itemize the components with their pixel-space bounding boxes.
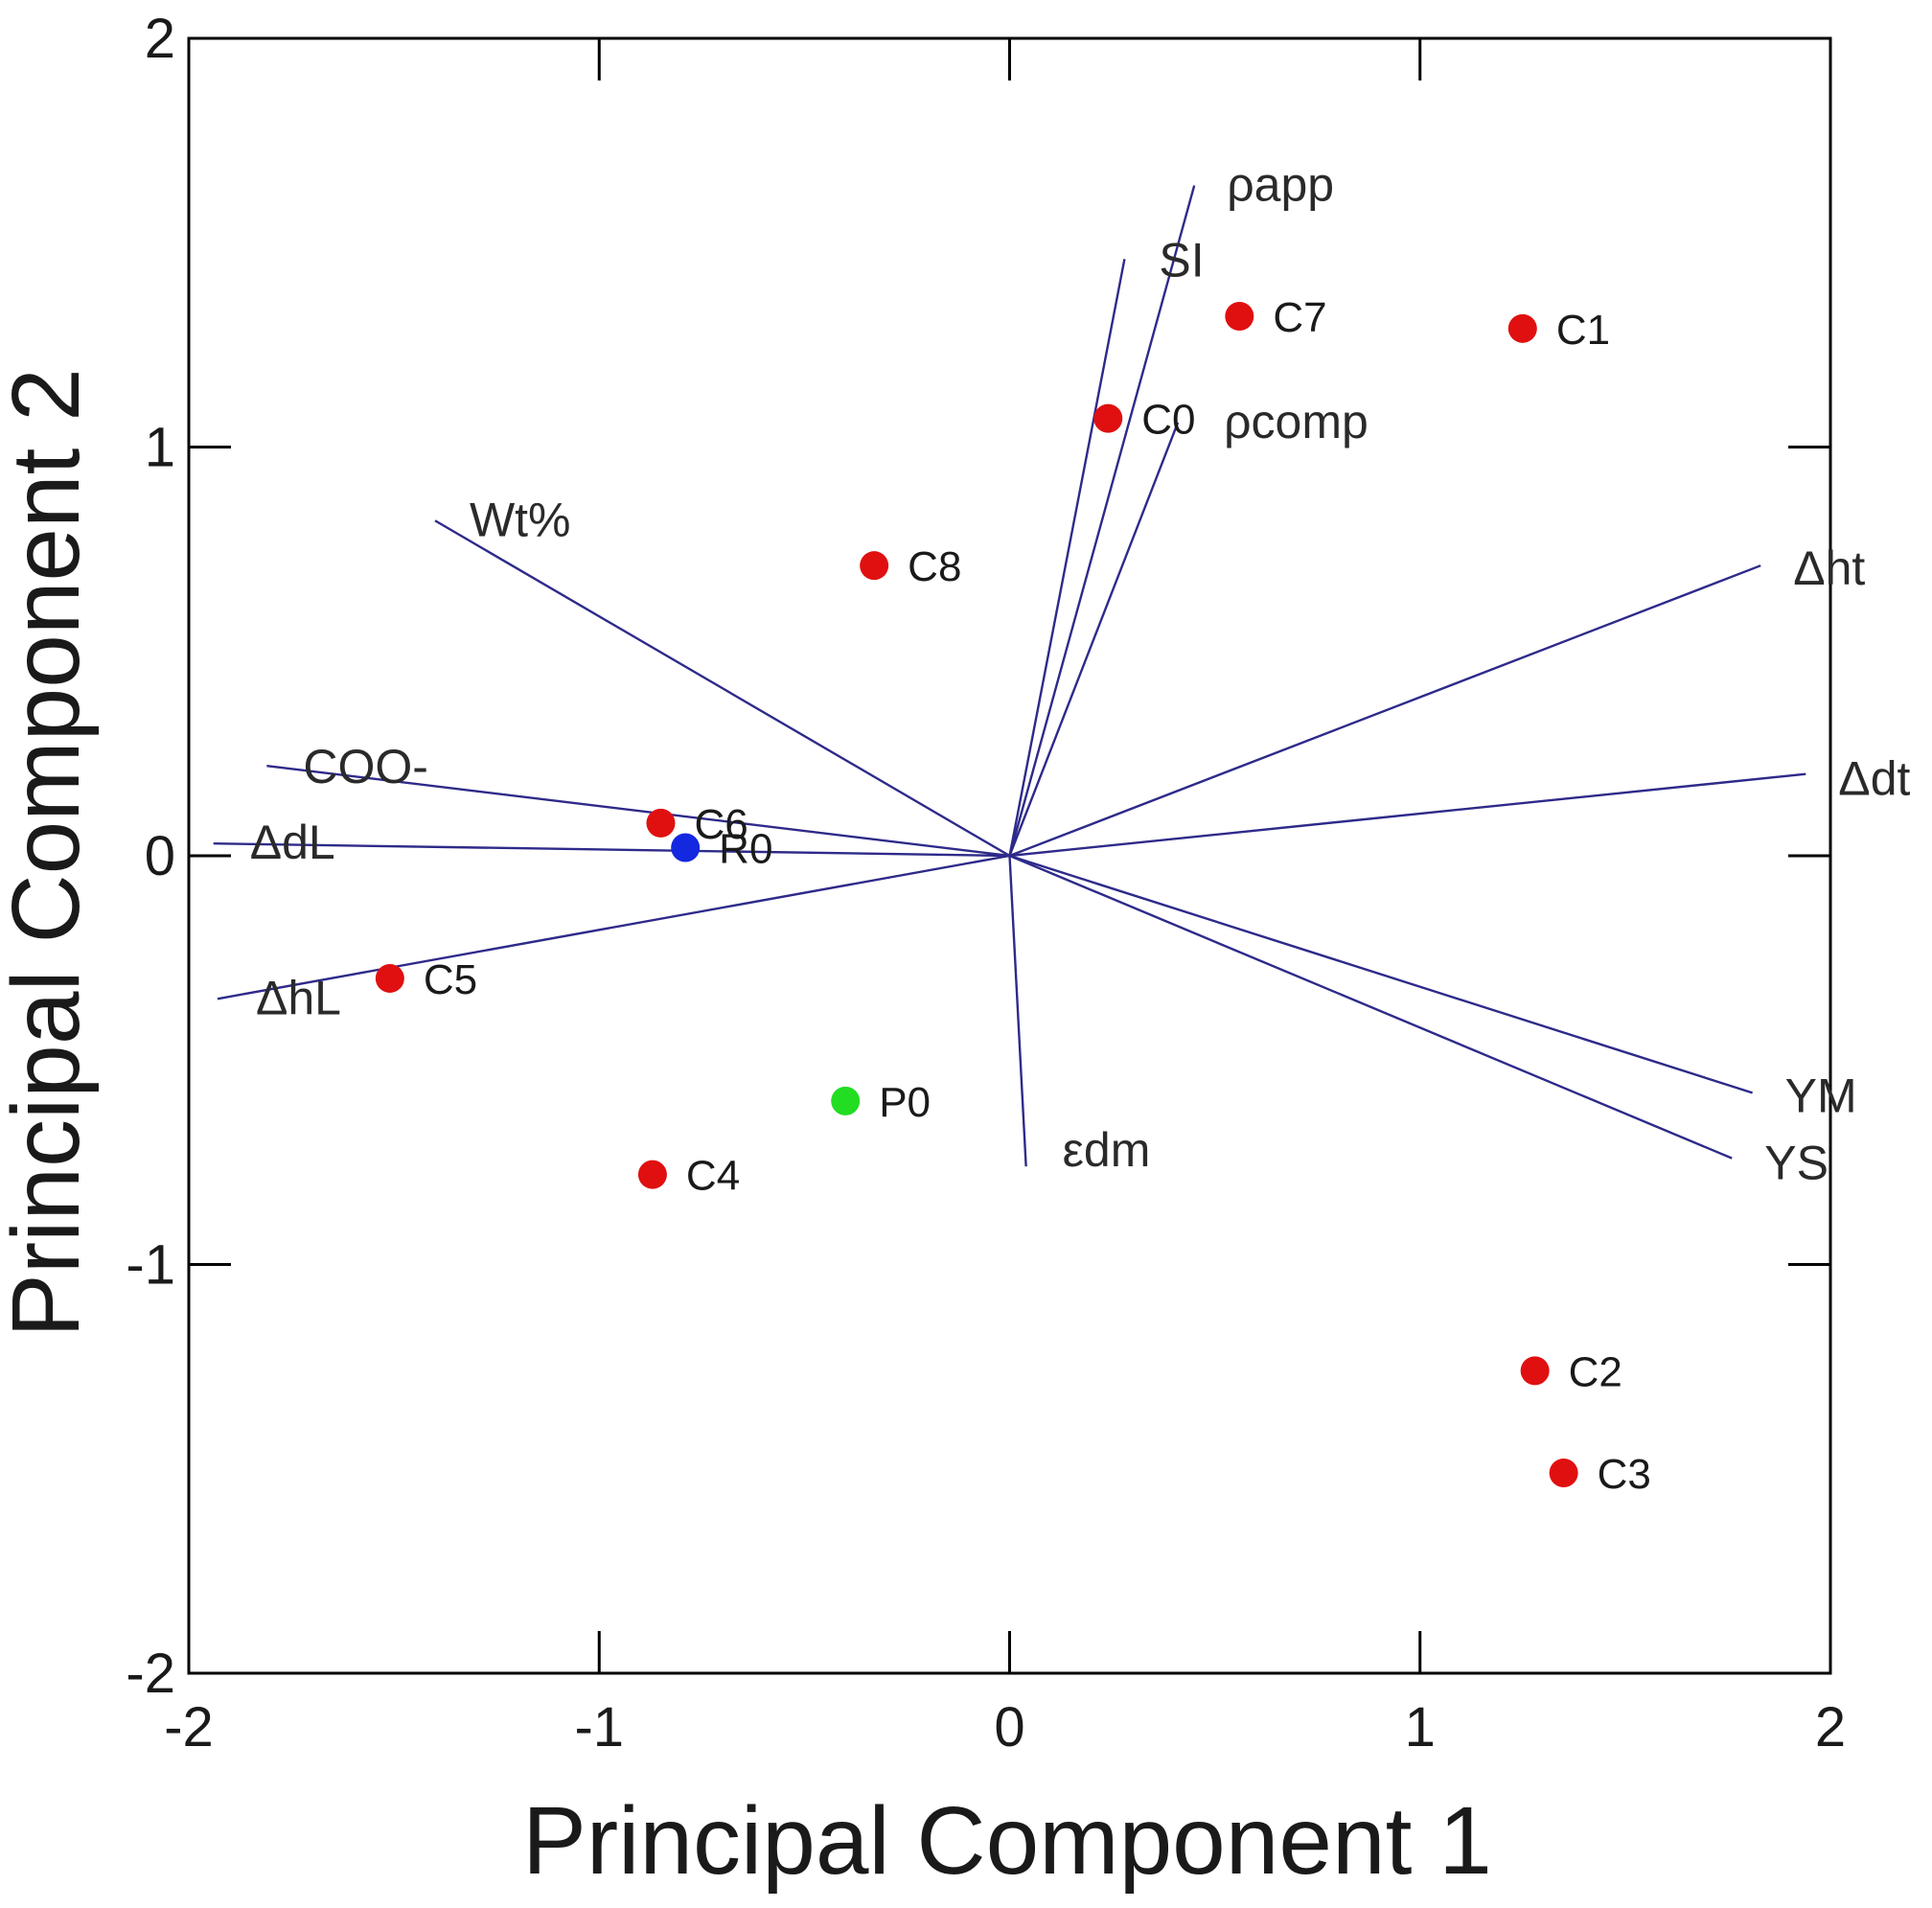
y-tick-label: -1	[126, 1234, 175, 1297]
score-point	[860, 551, 889, 581]
score-point	[1225, 302, 1254, 332]
loading-vector	[1009, 772, 1806, 858]
loading-label: YS	[1764, 1137, 1828, 1190]
score-point	[831, 1086, 861, 1115]
score-label: C8	[908, 543, 961, 590]
x-tick-label: -2	[164, 1696, 214, 1759]
score-point	[646, 808, 676, 838]
x-axis-title: Principal Component 1	[522, 1787, 1492, 1895]
loading-vector	[1008, 855, 1027, 1167]
loading-label: Δht	[1793, 541, 1865, 595]
score-point	[1520, 1356, 1550, 1386]
score-label: C4	[686, 1153, 740, 1200]
y-tick-label: 2	[145, 8, 175, 70]
loading-label: Δdt	[1838, 752, 1910, 806]
score-label: P0	[879, 1079, 931, 1126]
loading-vector	[213, 842, 1010, 858]
x-tick-label: 2	[1815, 1696, 1846, 1759]
loading-label: COO-	[303, 740, 428, 793]
y-tick-label: 1	[145, 417, 175, 479]
loading-vector	[1008, 185, 1196, 857]
loading-vector	[1009, 564, 1761, 858]
loading-vector	[434, 519, 1011, 858]
score-label: R0	[719, 825, 772, 872]
x-tick-label: 0	[994, 1696, 1024, 1759]
loading-label: SI	[1159, 233, 1204, 287]
score-point	[1093, 403, 1123, 433]
y-axis-title: Principal Component 2	[0, 368, 100, 1338]
loading-label: ρapp	[1227, 158, 1334, 212]
score-point	[637, 1160, 667, 1189]
score-label: C1	[1556, 307, 1610, 354]
score-point	[1507, 313, 1537, 343]
score-point	[1549, 1459, 1578, 1488]
score-label: C5	[424, 956, 477, 1003]
score-label: C3	[1598, 1451, 1651, 1498]
loading-vector	[1009, 854, 1733, 1160]
score-label: C7	[1273, 294, 1326, 341]
x-tick-label: -1	[574, 1696, 624, 1759]
loading-label: YM	[1785, 1069, 1857, 1122]
loading-vector	[1009, 854, 1753, 1094]
loading-label: ΔhL	[256, 971, 341, 1024]
loading-vector	[1008, 259, 1126, 857]
loading-vector	[266, 764, 1010, 858]
score-label: C6	[694, 801, 748, 848]
x-tick-label: 1	[1405, 1696, 1436, 1759]
score-point	[671, 833, 701, 862]
y-tick-label: 0	[145, 825, 175, 887]
loading-label: ΔdL	[250, 816, 335, 869]
score-label: C2	[1569, 1348, 1622, 1395]
loading-vector	[1008, 422, 1180, 857]
y-tick-label: -2	[126, 1643, 175, 1705]
score-label: C0	[1141, 397, 1195, 444]
loading-label: εdm	[1063, 1123, 1151, 1177]
loading-vector	[217, 854, 1010, 1000]
loading-label: Wt%	[470, 493, 571, 546]
loading-label: ρcomp	[1224, 395, 1368, 448]
score-point	[375, 963, 404, 993]
